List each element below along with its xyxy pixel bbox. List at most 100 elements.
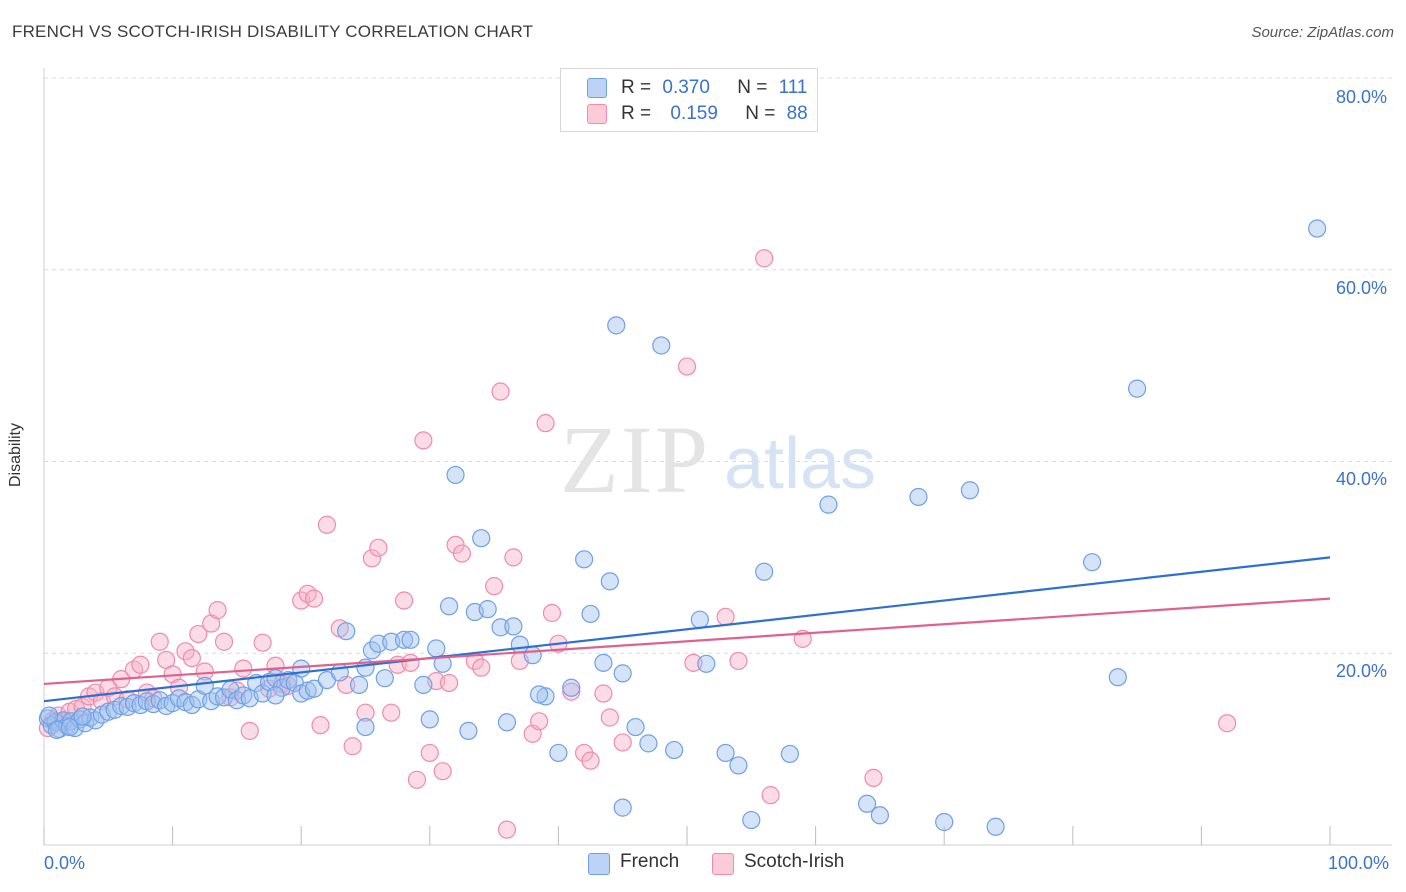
french-point-71: [575, 550, 594, 569]
french-point-10: [81, 708, 100, 727]
scotch-irish-point-81: [716, 607, 735, 626]
legend-n-value-french: 111: [778, 77, 808, 98]
scotch-irish-point-25: [195, 662, 214, 681]
stats-legend: R = 0.370 N = 111 R = 0.159 N = 88: [560, 68, 818, 132]
french-point-65: [491, 618, 510, 637]
french-point-105: [356, 717, 375, 737]
french-point-48: [337, 622, 356, 641]
french-point-87: [780, 744, 799, 764]
scotch-irish-point-69: [530, 712, 549, 731]
scotch-irish-point-77: [600, 708, 619, 727]
scotch-irish-point-60: [452, 544, 472, 563]
scotch-irish-swatch: [587, 104, 607, 124]
scotch-irish-point-75: [581, 751, 600, 770]
french-point-107: [459, 721, 478, 741]
french-point-66: [504, 617, 523, 636]
scotch-irish-point-46: [356, 703, 375, 722]
french-point-72: [581, 604, 600, 624]
scotch-irish-point-73: [562, 682, 581, 701]
french-point-82: [697, 654, 716, 673]
y-tick-label-60: 60.0%: [1336, 278, 1388, 298]
scotch-irish-point-86: [864, 768, 883, 787]
scotch-irish-point-28: [214, 632, 234, 651]
legend-n-label: N =: [745, 103, 776, 124]
scotch-irish-point-49: [382, 703, 401, 722]
french-point-108: [497, 713, 517, 732]
source-label: Source: ZipAtlas.com: [1251, 24, 1394, 41]
french-point-85: [742, 810, 761, 830]
french-point-57: [414, 675, 433, 694]
french-point-77: [626, 717, 645, 737]
french-point-89: [857, 794, 877, 813]
french-point-103: [266, 686, 285, 705]
scotch-irish-point-24: [189, 624, 208, 644]
french-point-63: [472, 529, 491, 548]
scotch-irish-point-58: [439, 673, 459, 693]
y-tick-label-80: 80.0%: [1336, 87, 1388, 107]
french-point-53: [375, 669, 394, 688]
scotch-irish-point-53: [407, 770, 427, 789]
scotch-irish-point-47: [362, 549, 382, 568]
scotch-irish-point-54: [414, 431, 433, 450]
chart-title: FRENCH VS SCOTCH-IRISH DISABILITY CORREL…: [12, 22, 534, 41]
scotch-irish-point-57: [433, 762, 452, 781]
scotch-irish-point-27: [208, 601, 227, 620]
french-point-90: [870, 806, 890, 825]
french-swatch: [587, 78, 607, 98]
scotch-irish-swatch: [712, 853, 734, 875]
french-point-49: [349, 675, 369, 694]
french-point-74: [600, 572, 619, 591]
scotch-irish-point-48: [369, 538, 388, 557]
scotch-irish-point-84: [761, 786, 780, 805]
legend-r-label: R =: [621, 103, 652, 124]
french-point-68: [523, 646, 542, 665]
french-point-76: [613, 664, 632, 683]
scotch-irish-point-83: [755, 249, 774, 268]
french-point-75: [607, 316, 626, 335]
french-point-80: [665, 740, 684, 760]
french-trend-line: [43, 556, 1331, 703]
scotch-irish-point-87: [1218, 714, 1237, 733]
french-point-104: [292, 659, 311, 678]
scotch-irish-point-65: [497, 820, 517, 839]
french-point-51: [362, 641, 382, 660]
scotch-irish-point-32: [240, 721, 259, 741]
scotch-irish-point-40: [304, 589, 324, 608]
scotch-irish-point-71: [542, 603, 562, 623]
french-point-88: [819, 495, 838, 514]
series-legend: French Scotch-Irish: [0, 851, 1406, 877]
french-point-92: [935, 812, 954, 832]
french-point-79: [652, 336, 671, 355]
grid: [44, 77, 1392, 654]
scotch-irish-point-63: [485, 577, 504, 596]
french-point-94: [986, 817, 1005, 836]
scotch-irish-point-42: [317, 515, 337, 534]
scotch-irish-point-45: [343, 737, 362, 756]
scotch-irish-point-76: [594, 684, 613, 703]
french-swatch: [588, 853, 610, 875]
french-point-45: [304, 679, 324, 698]
scotch-irish-point-41: [311, 716, 330, 735]
french-point-28: [195, 676, 214, 695]
french-point-58: [427, 639, 446, 658]
scotch-irish-point-55: [420, 743, 439, 763]
scotch-irish-point-22: [176, 642, 195, 661]
french-point-64: [478, 600, 497, 619]
french-point-91: [909, 487, 928, 507]
french-point-78: [639, 734, 658, 753]
scotch-irish-point-79: [677, 357, 697, 376]
y-tick-label-40: 40.0%: [1336, 469, 1388, 489]
french-point-97: [1127, 379, 1147, 398]
french-point-93: [960, 481, 980, 500]
french-point-44: [298, 681, 317, 700]
y-tick-label-20: 20.0%: [1336, 661, 1388, 681]
scotch-irish-point-33: [253, 633, 272, 652]
french-point-111: [530, 685, 549, 704]
scotch-irish-point-80: [684, 653, 703, 672]
legend-n-label: N =: [737, 77, 768, 98]
scotch-irish-point-52: [401, 653, 420, 672]
french-point-56: [401, 630, 420, 649]
french-point-81: [690, 610, 709, 629]
scotch-irish-point-78: [613, 733, 632, 752]
